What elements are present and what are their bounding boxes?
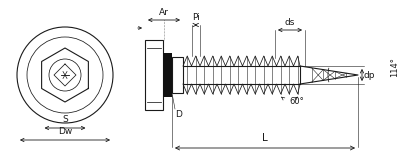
Text: 60°: 60° bbox=[289, 96, 304, 105]
Text: S: S bbox=[62, 115, 68, 124]
Text: L: L bbox=[262, 133, 268, 143]
Text: Pi: Pi bbox=[192, 13, 200, 22]
Text: Dw: Dw bbox=[58, 127, 72, 136]
Bar bbox=[172, 57, 183, 93]
Text: D: D bbox=[175, 110, 182, 119]
Bar bbox=[163, 53, 172, 97]
Text: ds: ds bbox=[285, 18, 295, 27]
Text: 114°: 114° bbox=[390, 57, 399, 77]
Text: Ar: Ar bbox=[159, 8, 169, 17]
Bar bbox=[145, 40, 163, 110]
Text: dp: dp bbox=[364, 71, 376, 80]
